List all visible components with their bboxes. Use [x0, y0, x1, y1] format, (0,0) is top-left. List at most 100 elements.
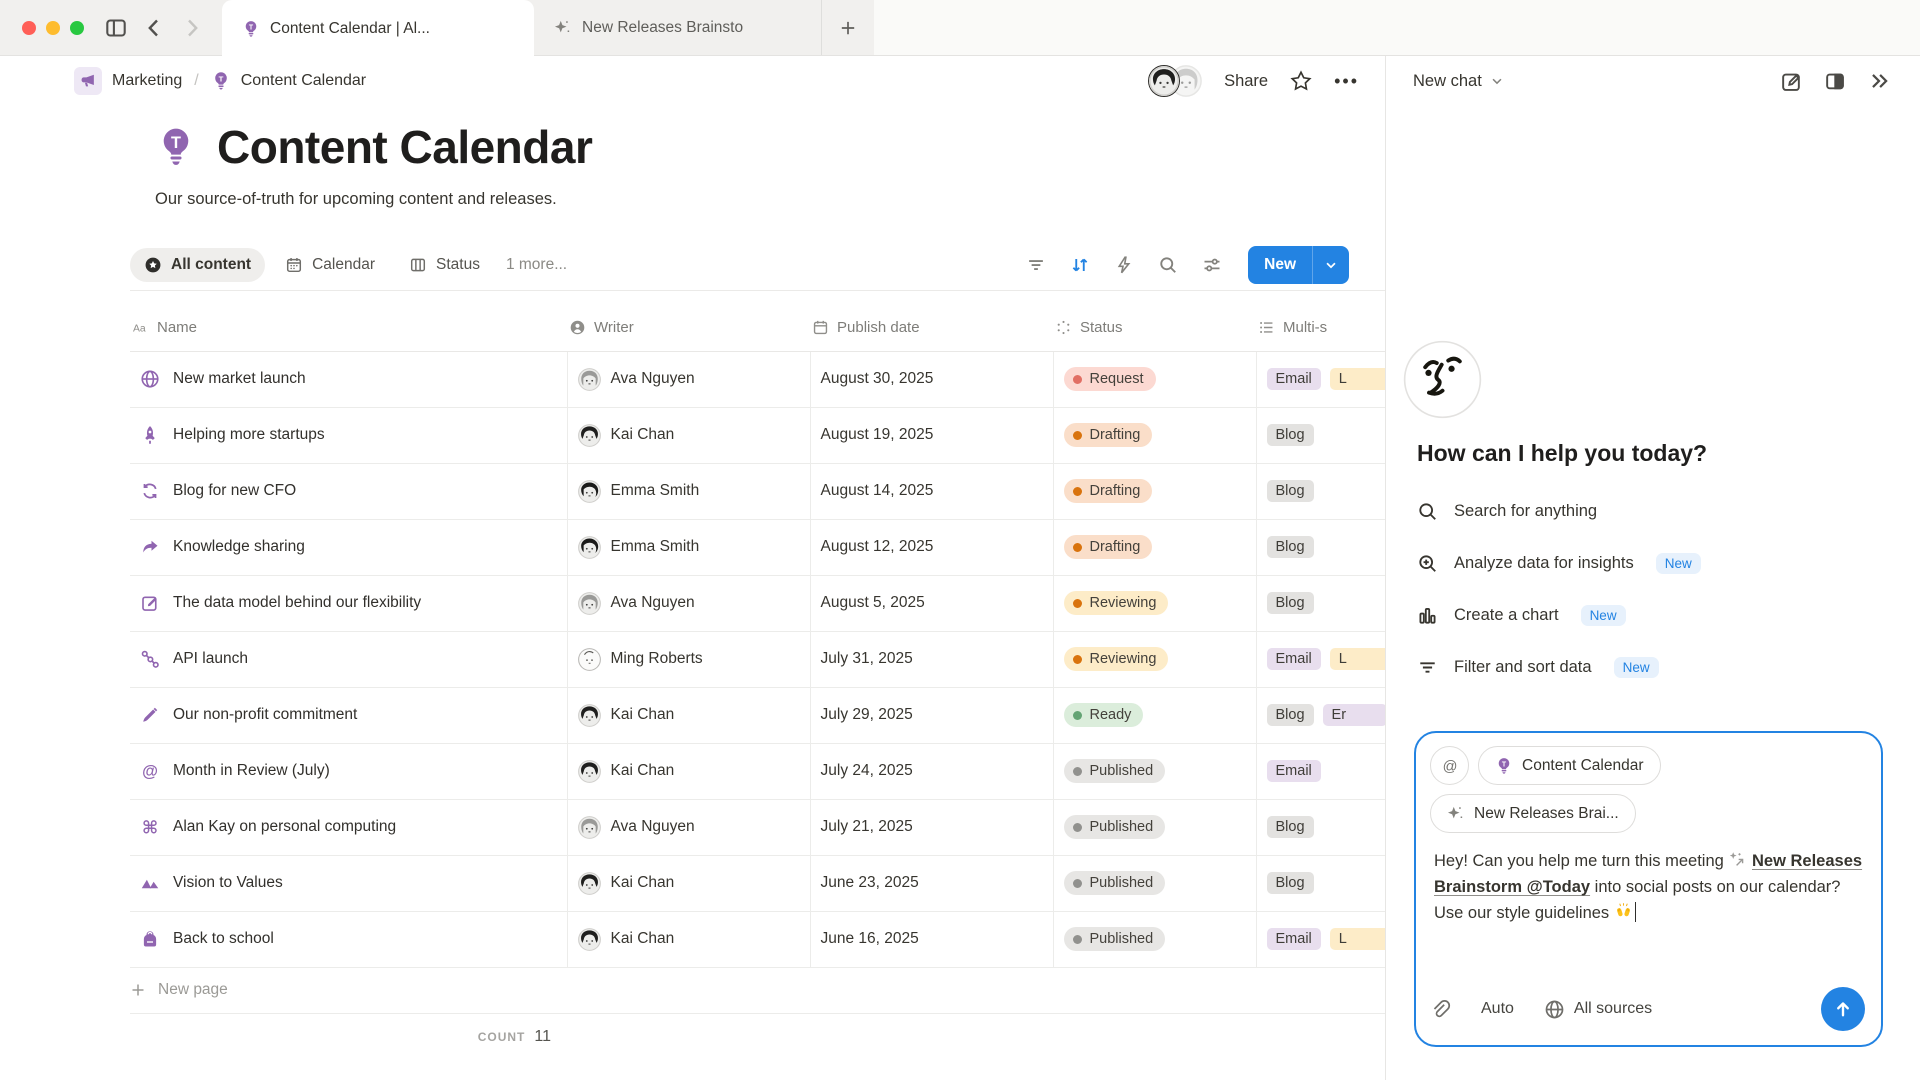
writer-cell[interactable]: Emma Smith: [567, 519, 811, 576]
breadcrumb-item-content-calendar[interactable]: Content Calendar: [240, 72, 367, 89]
status-cell[interactable]: Published: [1053, 855, 1257, 912]
send-button[interactable]: [1821, 987, 1865, 1031]
status-cell[interactable]: Drafting: [1053, 519, 1257, 576]
mode-selector[interactable]: Auto: [1481, 1000, 1514, 1017]
view-settings-sliders-icon[interactable]: [1202, 255, 1222, 275]
writer-cell[interactable]: Ava Nguyen: [567, 351, 811, 408]
name-cell[interactable]: ⌘ Alan Kay on personal computing: [130, 799, 568, 856]
name-cell[interactable]: Our non-profit commitment: [130, 687, 568, 744]
publish-date-cell[interactable]: July 21, 2025: [810, 799, 1054, 856]
multi-select-cell[interactable]: Email L: [1256, 631, 1385, 688]
globe-sources-icon[interactable]: [1544, 999, 1565, 1020]
new-entry-dropdown[interactable]: [1312, 245, 1349, 284]
table-row[interactable]: Back to school Kai Chan June 16, 2025 Publi…: [130, 911, 1385, 968]
status-cell[interactable]: Request: [1053, 351, 1257, 408]
share-button[interactable]: Share: [1224, 71, 1269, 90]
multi-select-cell[interactable]: Blog: [1256, 463, 1385, 520]
table-row[interactable]: Our non-profit commitment Kai Chan July 29…: [130, 687, 1385, 744]
publish-date-cell[interactable]: July 29, 2025: [810, 687, 1054, 744]
zoom-window-button[interactable]: [70, 20, 84, 35]
sidebar-toggle-icon[interactable]: [104, 16, 128, 40]
writer-cell[interactable]: Emma Smith: [567, 463, 811, 520]
message-page-link[interactable]: New Releases Brainstorm @Today: [1434, 852, 1863, 896]
context-chip-new-releases-brai-[interactable]: New Releases Brai...: [1430, 794, 1636, 833]
view-tab-status[interactable]: Status: [395, 248, 494, 282]
name-cell[interactable]: New market launch: [130, 351, 568, 408]
ai-menu-item-analyze-data-for-insights[interactable]: Analyze data for insights New: [1417, 537, 1920, 589]
column-header-publish-date[interactable]: Publish date: [810, 305, 1053, 352]
new-page-row[interactable]: New page: [130, 968, 1385, 1014]
search-icon[interactable]: [1158, 255, 1178, 275]
name-cell[interactable]: Helping more startups: [130, 407, 568, 464]
sources-selector[interactable]: All sources: [1573, 1000, 1653, 1017]
publish-date-cell[interactable]: August 14, 2025: [810, 463, 1054, 520]
publish-date-cell[interactable]: August 19, 2025: [810, 407, 1054, 464]
publish-date-cell[interactable]: August 5, 2025: [810, 575, 1054, 632]
multi-select-cell[interactable]: Email L: [1256, 351, 1385, 408]
attach-paperclip-icon[interactable]: [1430, 999, 1451, 1020]
writer-cell[interactable]: Ava Nguyen: [567, 575, 811, 632]
new-tab-button[interactable]: [822, 0, 874, 55]
table-row[interactable]: The data model behind our flexibility Ava…: [130, 575, 1385, 632]
writer-cell[interactable]: Kai Chan: [567, 687, 811, 744]
table-row[interactable]: Vision to Values Kai Chan June 23, 2025 Pub…: [130, 855, 1385, 912]
publish-date-cell[interactable]: July 24, 2025: [810, 743, 1054, 800]
page-lightbulb-icon[interactable]: T: [155, 126, 197, 168]
table-row[interactable]: API launch Ming Roberts July 31, 2025 Revie…: [130, 631, 1385, 688]
tab-new-releases-brainstorm[interactable]: New Releases Brainsto: [534, 0, 822, 55]
breadcrumb-item-marketing[interactable]: Marketing: [112, 72, 183, 89]
ai-composer[interactable]: @ T Content Calendar New Releases Brai... H…: [1414, 731, 1883, 1047]
name-cell[interactable]: @ Month in Review (July): [130, 743, 568, 800]
more-views-button[interactable]: 1 more...: [505, 255, 568, 273]
automation-bolt-icon[interactable]: [1114, 255, 1134, 275]
new-entry-button[interactable]: New: [1248, 245, 1349, 284]
status-cell[interactable]: Reviewing: [1053, 575, 1257, 632]
view-tab-calendar[interactable]: Calendar: [271, 248, 389, 282]
name-cell[interactable]: Blog for new CFO: [130, 463, 568, 520]
table-row[interactable]: @ Month in Review (July) Kai Chan July 24, …: [130, 743, 1385, 800]
status-cell[interactable]: Reviewing: [1053, 631, 1257, 688]
table-row[interactable]: Helping more startups Kai Chan August 19, …: [130, 407, 1385, 464]
ai-menu-item-search-for-anything[interactable]: Search for anything: [1417, 485, 1920, 537]
collapse-panel-icon[interactable]: [1868, 70, 1890, 92]
name-cell[interactable]: Knowledge sharing: [130, 519, 568, 576]
table-row[interactable]: ⌘ Alan Kay on personal computing Ava Nguye…: [130, 799, 1385, 856]
status-cell[interactable]: Published: [1053, 743, 1257, 800]
publish-date-cell[interactable]: August 12, 2025: [810, 519, 1054, 576]
multi-select-cell[interactable]: Blog: [1256, 519, 1385, 576]
writer-cell[interactable]: Kai Chan: [567, 407, 811, 464]
writer-cell[interactable]: Kai Chan: [567, 855, 811, 912]
minimize-window-button[interactable]: [46, 20, 60, 35]
column-header-multi-s[interactable]: Multi-s: [1256, 305, 1385, 352]
column-header-name[interactable]: Aa Name: [130, 305, 567, 352]
name-cell[interactable]: API launch: [130, 631, 568, 688]
close-window-button[interactable]: [22, 20, 36, 35]
more-options-button[interactable]: •••: [1334, 70, 1359, 91]
ai-menu-item-filter-and-sort-data[interactable]: Filter and sort data New: [1417, 641, 1920, 693]
composer-message[interactable]: Hey! Can you help me turn this meeting N…: [1434, 848, 1863, 926]
filter-icon[interactable]: [1026, 255, 1046, 275]
publish-date-cell[interactable]: August 30, 2025: [810, 351, 1054, 408]
status-cell[interactable]: Drafting: [1053, 463, 1257, 520]
favorite-star-icon[interactable]: [1290, 70, 1312, 92]
column-header-status[interactable]: Status: [1053, 305, 1256, 352]
name-cell[interactable]: The data model behind our flexibility: [130, 575, 568, 632]
table-row[interactable]: Knowledge sharing Emma Smith August 12, 20…: [130, 519, 1385, 576]
context-chip-mention[interactable]: @: [1430, 746, 1469, 785]
view-tab-all-content[interactable]: All content: [130, 247, 266, 282]
marketing-teamspace-chip[interactable]: [74, 67, 102, 95]
forward-icon[interactable]: [180, 16, 204, 40]
writer-cell[interactable]: Ava Nguyen: [567, 799, 811, 856]
status-cell[interactable]: Published: [1053, 799, 1257, 856]
tab-content-calendar[interactable]: T Content Calendar | Al...: [222, 0, 534, 57]
writer-cell[interactable]: Kai Chan: [567, 743, 811, 800]
status-cell[interactable]: Drafting: [1053, 407, 1257, 464]
new-chat-dropdown[interactable]: New chat: [1413, 72, 1504, 91]
multi-select-cell[interactable]: Email L: [1256, 911, 1385, 968]
collaborator-avatars[interactable]: [1148, 65, 1203, 97]
publish-date-cell[interactable]: June 23, 2025: [810, 855, 1054, 912]
panel-toggle-icon[interactable]: [1824, 70, 1846, 92]
writer-cell[interactable]: Ming Roberts: [567, 631, 811, 688]
multi-select-cell[interactable]: Blog: [1256, 855, 1385, 912]
multi-select-cell[interactable]: Email: [1256, 743, 1385, 800]
